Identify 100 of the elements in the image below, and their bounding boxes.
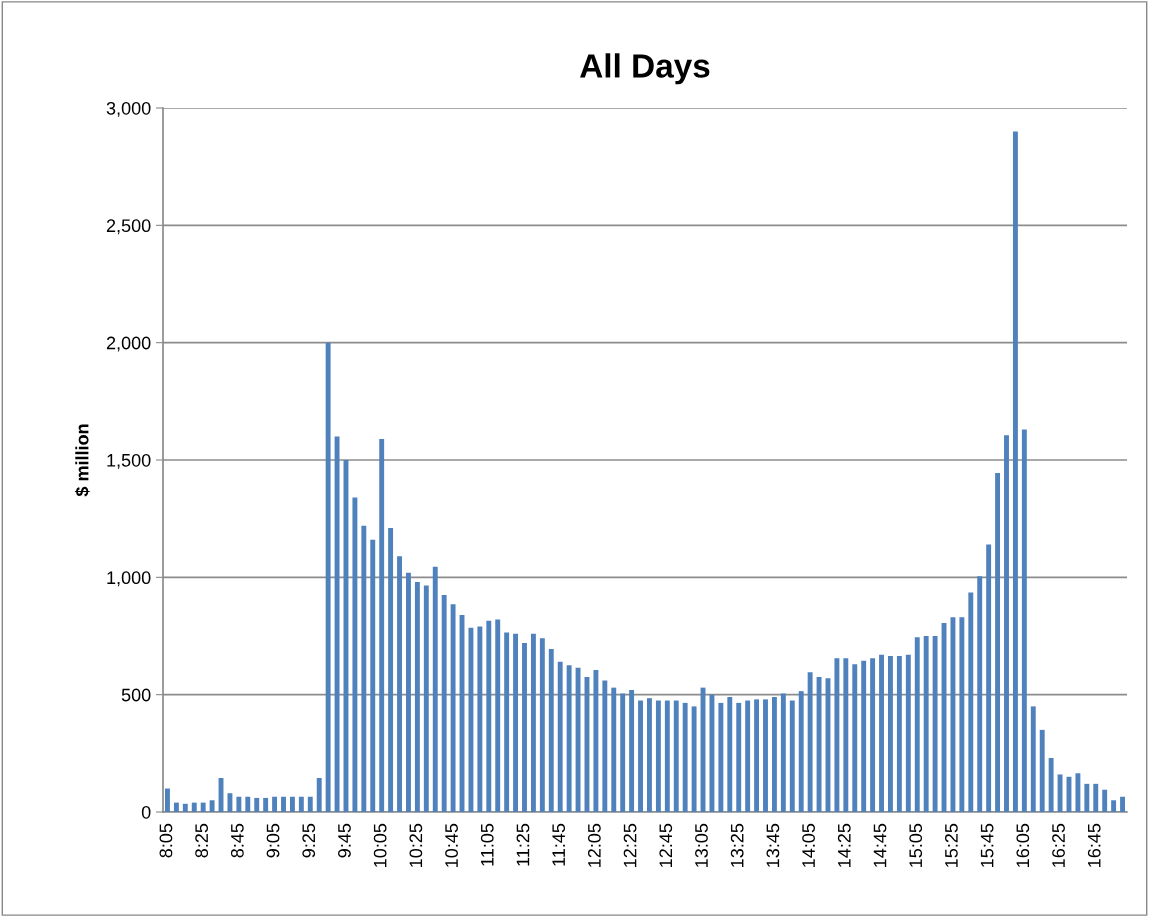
bar	[495, 619, 501, 812]
bar	[289, 796, 295, 812]
bar	[200, 802, 206, 812]
x-tick-label: 8:25	[195, 823, 209, 858]
bar	[727, 697, 733, 812]
bar	[575, 667, 581, 812]
bar	[530, 633, 536, 812]
x-tick-label: 14:05	[802, 823, 815, 867]
bar	[441, 594, 447, 812]
bar	[263, 797, 269, 812]
bar	[718, 702, 724, 812]
bar	[209, 800, 215, 812]
bar	[1030, 706, 1036, 812]
bar	[1093, 783, 1099, 812]
bar	[307, 796, 313, 812]
bar	[298, 796, 304, 812]
x-tick-label: 8:45	[230, 823, 244, 858]
bar	[611, 687, 617, 812]
bar	[959, 617, 965, 812]
x-tick-label: 12:25	[623, 823, 637, 867]
bar	[771, 697, 777, 812]
bar	[664, 700, 670, 812]
y-tick-label: 2,000	[106, 336, 151, 352]
bar	[539, 638, 545, 812]
bar	[870, 658, 876, 812]
bar	[647, 698, 652, 812]
bar	[486, 620, 492, 812]
y-tick-label: 1,000	[107, 571, 151, 587]
bar	[807, 672, 813, 812]
x-tick-label: 15:05	[909, 823, 923, 867]
bar	[1120, 796, 1125, 812]
bar	[754, 699, 760, 812]
bar	[245, 796, 251, 812]
x-tick-label: 12:45	[659, 823, 673, 867]
x-tick-label: 8:05	[159, 823, 173, 858]
x-tick-label: 9:25	[302, 823, 316, 858]
y-tick-label: 2,500	[106, 219, 151, 235]
bar	[1075, 773, 1081, 812]
x-tick-label: 16:45	[1087, 823, 1101, 867]
bar	[914, 637, 920, 812]
bar	[816, 677, 822, 812]
bar	[620, 693, 626, 812]
bar	[182, 803, 188, 812]
x-tick-label: 15:45	[980, 823, 994, 867]
bar	[191, 802, 197, 812]
x-tick-label: 12:05	[587, 823, 601, 867]
bar	[325, 342, 331, 812]
bar	[468, 627, 474, 812]
x-tick-label: 13:45	[766, 823, 780, 867]
bar	[1111, 800, 1117, 812]
bar	[334, 436, 340, 812]
bar	[843, 658, 849, 812]
bar	[281, 796, 286, 812]
bar	[968, 592, 974, 812]
bar	[1039, 729, 1045, 812]
bar	[388, 528, 394, 812]
y-tick-label: 3,000	[106, 101, 151, 117]
bar	[379, 438, 385, 812]
bar	[548, 648, 554, 812]
bar	[995, 472, 1001, 812]
chart-title: All Days	[580, 53, 710, 85]
bar	[745, 700, 751, 812]
bar	[450, 604, 456, 812]
x-tick-label: 11:25	[516, 823, 530, 866]
y-axis-title: $ million	[74, 424, 90, 497]
bar	[173, 802, 179, 812]
y-tick-label: 0	[141, 805, 151, 819]
x-tick-label: 13:05	[695, 823, 708, 867]
bar	[423, 585, 429, 812]
bar	[888, 655, 893, 812]
bar	[691, 706, 697, 812]
bar	[905, 654, 911, 812]
bar	[272, 796, 278, 812]
bar	[352, 497, 358, 812]
bar	[593, 670, 599, 812]
x-tick-label: 10:45	[445, 823, 458, 867]
bar	[557, 661, 563, 812]
bar	[522, 643, 527, 812]
x-tick-label: 14:45	[873, 823, 887, 867]
bar	[1102, 789, 1108, 812]
x-tick-label: 16:25	[1052, 823, 1065, 867]
bar	[798, 691, 804, 812]
bar	[986, 544, 992, 812]
bar	[673, 700, 679, 812]
x-tick-label: 9:45	[338, 823, 351, 858]
bar	[406, 572, 411, 812]
bar	[780, 693, 786, 812]
bar	[254, 797, 260, 812]
x-tick-label: 15:25	[945, 823, 958, 867]
bar	[1057, 774, 1063, 812]
bar	[861, 660, 867, 812]
bar	[316, 777, 322, 812]
bar	[682, 702, 688, 812]
bar	[789, 700, 795, 812]
bar	[414, 582, 420, 812]
bar	[932, 636, 938, 812]
bar	[361, 525, 367, 812]
bar	[950, 617, 956, 812]
bar	[834, 658, 840, 812]
x-tick-label: 11:45	[552, 823, 566, 866]
